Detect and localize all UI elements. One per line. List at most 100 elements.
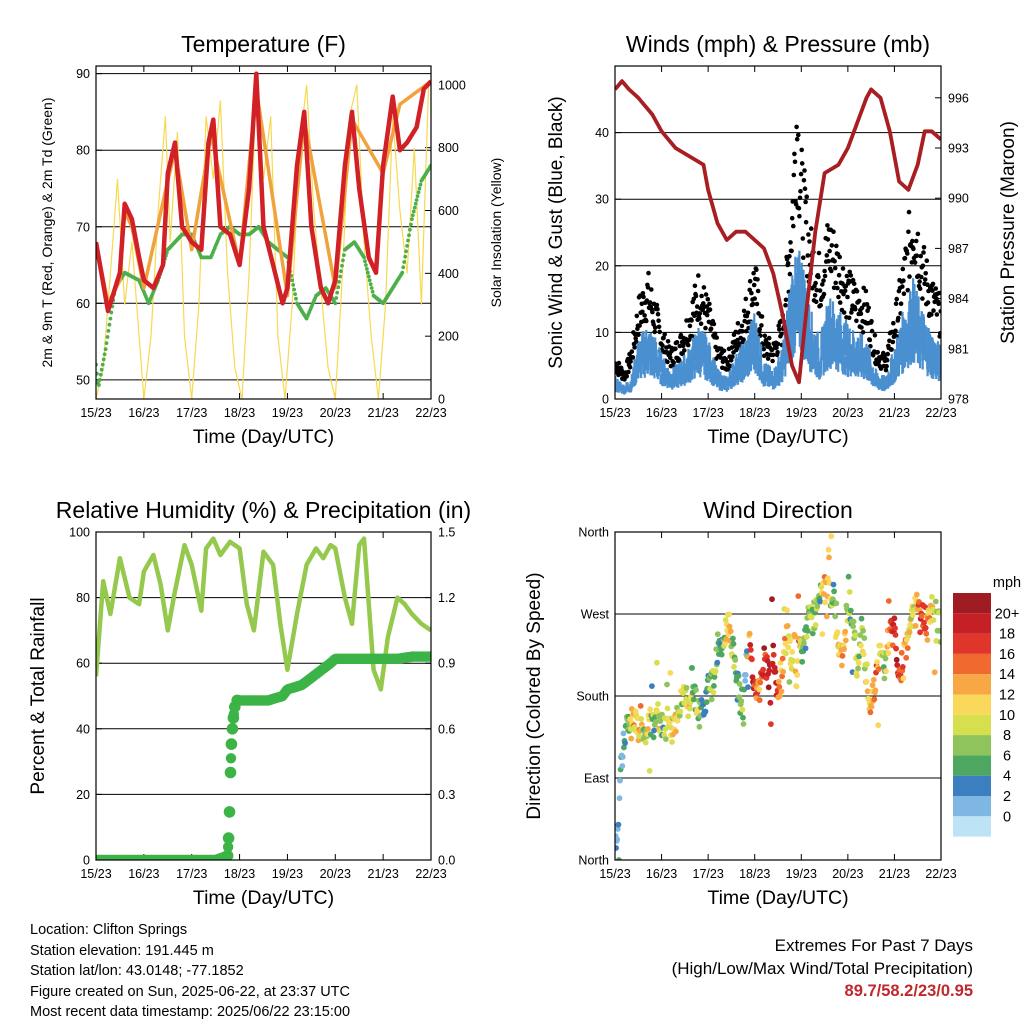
x-tick-label: 20/23 xyxy=(832,406,863,420)
direction-point xyxy=(779,655,786,662)
direction-point xyxy=(898,649,905,656)
legend-label: 14 xyxy=(999,667,1015,683)
x-tick-label: 16/23 xyxy=(646,867,677,881)
gust-point xyxy=(836,272,842,278)
x-tick-label: 22/23 xyxy=(415,867,446,881)
direction-point xyxy=(783,650,789,657)
gust-point xyxy=(656,324,662,330)
gust-point xyxy=(685,342,691,348)
gust-point xyxy=(837,300,843,305)
gust-point xyxy=(642,313,647,318)
direction-point xyxy=(667,670,674,676)
gust-point xyxy=(712,331,718,337)
gust-point xyxy=(925,300,931,305)
direction-point xyxy=(742,672,749,678)
legend-swatch xyxy=(953,735,991,756)
direction-point xyxy=(718,651,725,658)
direction-point xyxy=(687,705,693,712)
gust-point xyxy=(822,273,828,279)
gust-point xyxy=(644,318,649,324)
gust-point xyxy=(796,132,801,138)
direction-point xyxy=(809,630,816,637)
x-tick-label: 20/23 xyxy=(832,867,863,881)
td-point xyxy=(408,227,412,232)
td-point xyxy=(406,238,410,243)
x-tick-label: 15/23 xyxy=(80,406,111,420)
gust-point xyxy=(817,288,823,293)
direction-point xyxy=(891,615,898,622)
direction-point xyxy=(793,683,800,690)
direction-point xyxy=(784,623,791,629)
direction-point xyxy=(740,714,746,721)
direction-point xyxy=(740,721,747,727)
y2-tick-label: 0.0 xyxy=(438,854,455,868)
y-axis-label: Percent & Total Rainfall xyxy=(28,597,49,794)
gust-point xyxy=(918,253,923,259)
x-tick-label: 18/23 xyxy=(739,867,770,881)
td-point xyxy=(362,255,366,260)
gust-point xyxy=(750,301,756,307)
y2-tick-label: 1.5 xyxy=(438,526,455,540)
direction-point xyxy=(885,598,892,604)
td-point xyxy=(363,259,367,264)
gust-point xyxy=(791,172,797,178)
gust-point xyxy=(938,331,941,336)
x-tick-label: 15/23 xyxy=(599,867,630,881)
gust-point xyxy=(721,348,727,354)
gust-point xyxy=(660,343,665,348)
direction-point xyxy=(711,674,718,680)
direction-point xyxy=(732,657,739,663)
series-gust xyxy=(615,124,941,382)
gust-point xyxy=(798,189,803,194)
gust-point xyxy=(751,282,757,288)
direction-point xyxy=(673,728,679,735)
gust-point xyxy=(696,273,701,278)
x-tick-label: 19/23 xyxy=(786,406,817,420)
y2-tick-label: 984 xyxy=(948,292,969,306)
td-point xyxy=(342,253,346,257)
speed-legend: mph 20+ 18 16 14 12 10 8 6 4 2 0 xyxy=(953,575,1021,837)
direction-point xyxy=(850,618,857,625)
direction-point xyxy=(910,612,916,618)
gust-point xyxy=(677,343,683,349)
direction-point xyxy=(792,633,798,640)
direction-point xyxy=(822,599,828,606)
gust-point xyxy=(933,286,939,291)
direction-point xyxy=(757,679,764,686)
td-point xyxy=(103,347,108,352)
gust-point xyxy=(821,291,827,297)
y-tick-label: North xyxy=(578,854,609,868)
figure-created: Figure created on Sun, 2025-06-22, at 23… xyxy=(30,983,350,1000)
gust-point xyxy=(808,226,814,231)
direction-point xyxy=(693,687,699,693)
gust-point xyxy=(765,356,771,361)
gust-point xyxy=(915,231,921,237)
direction-point xyxy=(881,675,888,682)
y-tick-label: 70 xyxy=(76,220,90,234)
rainfall-point xyxy=(221,849,234,860)
legend-label: 8 xyxy=(1003,728,1011,744)
gust-point xyxy=(655,311,661,317)
y-tick-label: 80 xyxy=(76,591,90,605)
td-point xyxy=(368,282,373,287)
direction-point xyxy=(655,701,661,707)
chart-title: Wind Direction xyxy=(703,497,853,523)
td-point xyxy=(404,249,408,254)
gust-point xyxy=(845,294,850,300)
gust-point xyxy=(796,205,802,211)
direction-point xyxy=(677,708,684,715)
gust-point xyxy=(747,278,753,284)
direction-point xyxy=(861,635,868,641)
direction-point xyxy=(932,598,939,605)
direction-point xyxy=(825,546,832,553)
gust-point xyxy=(812,293,818,298)
td-point xyxy=(109,310,114,315)
direction-point xyxy=(637,703,644,709)
gust-point xyxy=(652,325,658,330)
td-point xyxy=(96,371,99,376)
y-axis-label: 2m & 9m T (Red, Orange) & 2m Td (Green) xyxy=(39,98,55,368)
gust-point xyxy=(885,351,890,357)
y2-tick-label: 600 xyxy=(438,204,459,218)
direction-point xyxy=(731,663,737,670)
td-point xyxy=(97,378,102,382)
